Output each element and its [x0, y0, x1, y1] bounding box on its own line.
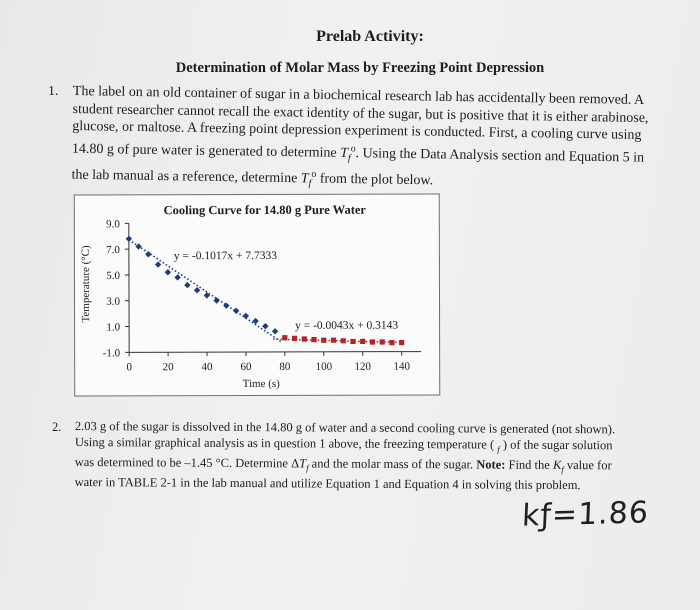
data-point	[213, 297, 220, 304]
data-point	[262, 322, 269, 330]
data-point	[232, 307, 240, 314]
handwritten-kf-note: kƒ=1.86	[521, 495, 650, 534]
data-point	[311, 336, 317, 343]
y-axis-label: Temperature (°C)	[80, 245, 92, 323]
data-point	[271, 328, 279, 335]
data-point	[350, 338, 356, 345]
trendline-equation-2: y = -0.0043x + 0.3143	[295, 320, 398, 332]
data-point	[321, 337, 327, 343]
x-tick-label: 40	[202, 361, 214, 373]
x-tick-label: 60	[240, 361, 252, 373]
data-point	[379, 339, 385, 345]
data-point	[291, 335, 298, 341]
question-1-number: 1.	[48, 84, 59, 99]
data-point	[242, 312, 250, 320]
data-point	[330, 337, 337, 343]
data-point	[145, 251, 152, 258]
data-point	[389, 340, 395, 346]
data-point	[360, 338, 366, 345]
chart-plot: 9.0 7.0 5.0 3.0 1.0 -1.0 0 20 40 60 80 100 120 140 Tim…	[80, 218, 422, 390]
y-tick-label: 7.0	[106, 244, 120, 256]
data-point	[154, 261, 162, 268]
data-point	[252, 317, 259, 325]
x-tick-label: 0	[126, 361, 132, 373]
page-title: Prelab Activity:	[316, 28, 424, 45]
y-tick-label: 5.0	[106, 270, 120, 282]
data-point	[203, 292, 211, 299]
data-point	[135, 243, 142, 250]
trendline-equation-1: y = -0.1017x + 7.7333	[174, 250, 277, 262]
x-tick-label: 100	[316, 361, 333, 373]
data-point	[282, 335, 288, 341]
x-tick-label: 80	[279, 361, 291, 373]
cooling-curve-chart: Cooling Curve for 14.80 g Pure Water 9.0…	[73, 193, 441, 397]
data-point	[125, 235, 133, 243]
data-point	[399, 339, 405, 346]
x-axis-line	[129, 351, 422, 353]
data-point	[340, 338, 346, 344]
y-tick-label: 1.0	[106, 322, 120, 334]
question-2-number: 2.	[52, 420, 62, 434]
y-tick-label: 9.0	[106, 218, 120, 230]
x-tick-label: 20	[163, 361, 175, 373]
data-point	[301, 336, 307, 342]
x-axis-label: Time (s)	[243, 378, 281, 390]
data-point	[164, 269, 172, 276]
y-tick-label: 3.0	[106, 296, 120, 308]
y-tick-label: -1.0	[103, 347, 121, 359]
data-point	[223, 302, 230, 309]
x-tick-label: 140	[393, 361, 410, 373]
data-point	[174, 274, 181, 281]
question-1-text: The label on an old container of sugar i…	[71, 83, 649, 190]
data-point	[369, 339, 376, 345]
page-subtitle: Determination of Molar Mass by Freezing …	[175, 60, 545, 76]
question-2-text: 2.03 g of the sugar is dissolved in the …	[74, 419, 616, 492]
trendline-1	[128, 239, 282, 343]
data-point	[184, 281, 191, 289]
x-tick-label: 120	[355, 361, 372, 373]
data-point	[193, 287, 201, 294]
